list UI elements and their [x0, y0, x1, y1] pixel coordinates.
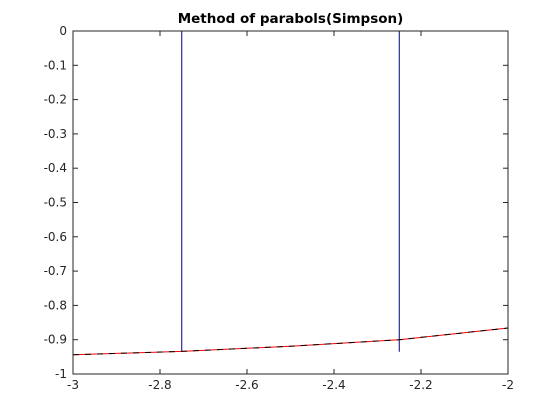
y-tick-label: -0.4 — [44, 161, 67, 175]
y-tick-label: -0.2 — [44, 93, 67, 107]
y-tick-label: -0.8 — [44, 298, 67, 312]
y-tick-label: 0 — [59, 24, 67, 38]
x-tick-label: -2.8 — [148, 378, 171, 392]
x-tick-label: -2.6 — [235, 378, 258, 392]
plot-area — [73, 31, 508, 374]
y-tick-label: -0.9 — [44, 333, 67, 347]
x-tick-label: -3 — [67, 378, 79, 392]
y-tick-label: -0.3 — [44, 127, 67, 141]
dashed-series-line-2 — [72, 327, 509, 356]
y-tick-label: -0.7 — [44, 264, 67, 278]
x-tick-label: -2 — [502, 378, 514, 392]
y-tick-label: -0.6 — [44, 230, 67, 244]
x-tick-label: -2.2 — [409, 378, 432, 392]
x-tick-label: -2.4 — [322, 378, 345, 392]
y-tick-label: -0.5 — [44, 196, 67, 210]
y-tick-label: -0.1 — [44, 58, 67, 72]
y-tick-label: -1 — [55, 367, 67, 381]
axes-layer: -3 -2.8 -2.6 -2.4 -2.2 -2 0 -0.1 -0.2 -0.3 -0.4 -0.… — [44, 24, 514, 392]
chart-title: Method of parabols(Simpson) — [178, 11, 404, 27]
